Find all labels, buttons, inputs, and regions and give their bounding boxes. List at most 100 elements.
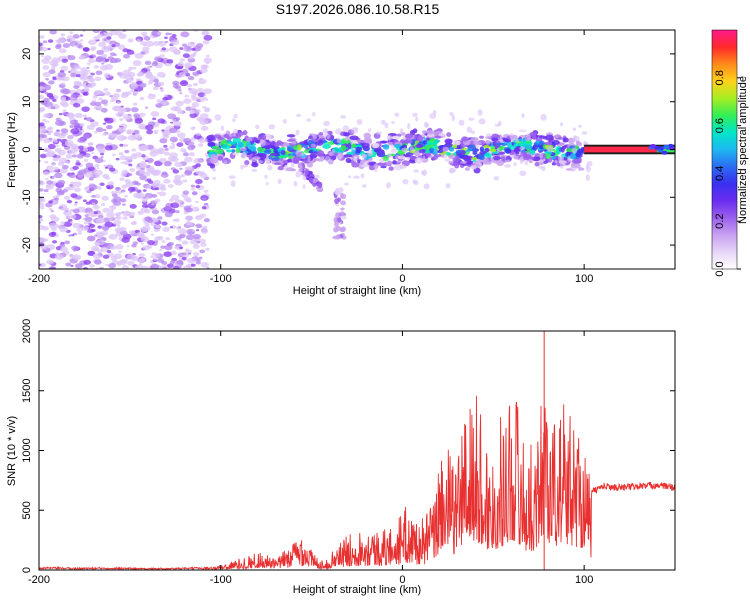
haze-blob bbox=[215, 142, 220, 147]
noise-blob bbox=[53, 166, 59, 171]
branch-blob bbox=[340, 200, 347, 206]
noise-blob bbox=[98, 266, 103, 269]
noise-blob bbox=[182, 48, 187, 51]
haze-blob bbox=[422, 169, 428, 176]
noise-blob bbox=[69, 68, 78, 75]
signal-blob bbox=[448, 161, 454, 165]
noise-blob bbox=[69, 183, 74, 187]
haze-blob bbox=[572, 135, 580, 142]
noise-blob bbox=[142, 225, 151, 232]
noise-blob bbox=[115, 186, 120, 190]
noise-blob bbox=[156, 235, 164, 241]
noise-blob bbox=[109, 74, 113, 77]
noise-blob bbox=[129, 203, 137, 209]
noise-blob bbox=[169, 145, 176, 150]
signal-blob bbox=[438, 132, 446, 137]
noise-blob bbox=[48, 126, 54, 131]
noise-blob bbox=[119, 177, 125, 182]
signal-blob bbox=[285, 167, 295, 172]
noise-blob bbox=[104, 91, 111, 96]
noise-blob bbox=[197, 87, 204, 93]
noise-blob bbox=[159, 248, 163, 252]
haze-blob bbox=[356, 119, 363, 125]
noise-blob bbox=[73, 102, 81, 108]
noise-blob bbox=[179, 58, 186, 62]
noise-blob bbox=[161, 47, 166, 51]
signal-blob bbox=[261, 134, 267, 140]
noise-blob bbox=[67, 135, 74, 140]
haze-blob bbox=[387, 153, 392, 159]
signal-blob bbox=[434, 135, 442, 139]
signal-blob bbox=[350, 143, 357, 148]
noise-blob bbox=[79, 75, 88, 81]
signal-blob bbox=[404, 139, 413, 144]
colorbar-label: Normalized spectral amplitude bbox=[737, 76, 749, 224]
noise-blob bbox=[152, 86, 159, 91]
colorbar-gradient bbox=[711, 29, 738, 270]
noise-blob bbox=[56, 190, 65, 196]
haze-blob bbox=[353, 175, 360, 179]
noise-blob bbox=[183, 98, 192, 104]
noise-blob bbox=[46, 180, 54, 185]
noise-blob bbox=[60, 128, 69, 134]
noise-blob bbox=[122, 143, 129, 148]
noise-blob bbox=[84, 214, 89, 218]
haze-blob bbox=[386, 134, 393, 141]
noise-blob bbox=[143, 36, 151, 41]
noise-blob bbox=[42, 71, 51, 78]
noise-blob bbox=[199, 172, 208, 178]
noise-blob bbox=[92, 30, 101, 33]
haze-blob bbox=[291, 162, 295, 168]
noise-blob bbox=[141, 203, 149, 209]
noise-blob bbox=[138, 258, 146, 264]
snr-ytick-label: 1000 bbox=[21, 438, 33, 462]
signal-blob bbox=[483, 158, 489, 163]
noise-blob bbox=[122, 48, 129, 53]
haze-blob bbox=[540, 113, 547, 121]
signal-blob bbox=[227, 141, 237, 145]
haze-blob bbox=[375, 131, 382, 135]
noise-blob bbox=[196, 109, 201, 113]
noise-blob bbox=[74, 201, 78, 204]
haze-blob bbox=[384, 122, 389, 129]
noise-blob bbox=[157, 258, 165, 263]
noise-blob bbox=[150, 255, 155, 259]
haze-blob bbox=[342, 125, 350, 132]
noise-blob bbox=[200, 261, 210, 268]
noise-blob bbox=[112, 200, 122, 206]
noise-blob bbox=[197, 259, 202, 262]
noise-blob bbox=[172, 83, 180, 89]
signal-blob bbox=[569, 153, 576, 160]
haze-blob bbox=[489, 150, 493, 155]
signal-blob bbox=[479, 146, 484, 153]
noise-blob bbox=[83, 92, 87, 96]
noise-blob bbox=[126, 130, 132, 135]
noise-blob bbox=[153, 169, 162, 175]
noise-blob bbox=[89, 101, 97, 106]
signal-blob bbox=[519, 129, 527, 133]
noise-blob bbox=[76, 88, 82, 93]
signal-blob bbox=[485, 136, 492, 140]
noise-blob bbox=[70, 221, 74, 224]
haze-blob bbox=[367, 150, 374, 157]
noise-blob bbox=[79, 128, 83, 131]
noise-blob bbox=[43, 171, 50, 176]
noise-blob bbox=[86, 66, 90, 69]
noise-blob bbox=[190, 144, 196, 149]
haze-blob bbox=[504, 159, 511, 163]
signal-blob bbox=[227, 136, 232, 141]
haze-blob bbox=[497, 120, 502, 126]
spectrogram-ytick-label: -10 bbox=[21, 189, 33, 205]
noise-blob bbox=[178, 203, 184, 208]
haze-blob bbox=[399, 128, 404, 135]
haze-blob bbox=[569, 165, 577, 172]
noise-blob bbox=[60, 65, 69, 71]
noise-blob bbox=[56, 129, 60, 132]
haze-blob bbox=[386, 181, 391, 189]
haze-blob bbox=[470, 130, 476, 135]
noise-blob bbox=[196, 240, 201, 244]
noise-blob bbox=[138, 262, 143, 266]
noise-blob bbox=[59, 226, 68, 233]
noise-blob bbox=[175, 210, 180, 214]
haze-blob bbox=[223, 160, 228, 165]
